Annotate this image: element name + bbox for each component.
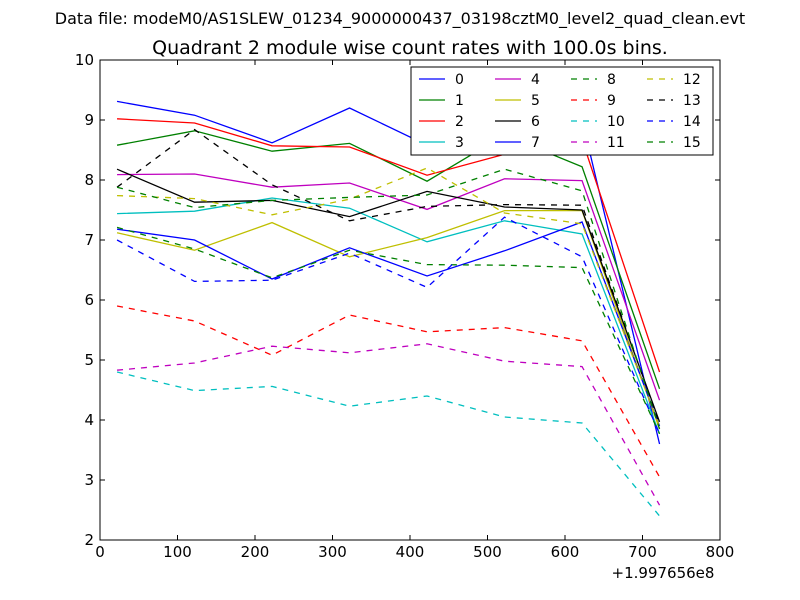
x-tick-label: 700 — [628, 543, 657, 561]
series-line-3 — [117, 197, 661, 435]
y-tick-label: 5 — [84, 351, 94, 369]
series-line-7 — [116, 221, 661, 427]
y-tick-label: 6 — [84, 291, 94, 309]
legend-label-5: 5 — [531, 93, 540, 109]
legend-label-7: 7 — [531, 135, 540, 151]
legend-label-14: 14 — [683, 114, 701, 130]
series-line-11 — [116, 343, 661, 506]
legend-label-10: 10 — [607, 114, 625, 130]
y-tick-label: 2 — [84, 531, 94, 549]
x-tick-label: 800 — [706, 543, 735, 561]
legend-label-1: 1 — [455, 93, 464, 109]
y-tick-label: 4 — [84, 411, 94, 429]
x-tick-label: 500 — [473, 543, 502, 561]
x-offset-label: +1.997656e8 — [612, 564, 715, 582]
series-line-12 — [117, 167, 661, 427]
legend-label-4: 4 — [531, 72, 540, 88]
series-line-6 — [116, 168, 661, 423]
x-tick-label: 0 — [95, 543, 105, 561]
series-line-1 — [116, 130, 661, 390]
series-line-4 — [117, 173, 661, 401]
legend-label-8: 8 — [607, 72, 616, 88]
x-tick-label: 300 — [318, 543, 347, 561]
series-line-15 — [116, 168, 661, 430]
legend-label-15: 15 — [683, 135, 701, 151]
legend-label-6: 6 — [531, 114, 540, 130]
legend-box — [410, 66, 714, 156]
series-line-14 — [116, 216, 661, 435]
series-line-13 — [116, 128, 661, 424]
series-line-9 — [116, 305, 661, 478]
y-tick-label: 10 — [75, 51, 94, 69]
legend-label-11: 11 — [607, 135, 625, 151]
legend-label-9: 9 — [607, 93, 616, 109]
x-tick-label: 100 — [163, 543, 192, 561]
series-line-8 — [116, 226, 661, 435]
plot-area — [116, 100, 661, 517]
series-line-2 — [117, 118, 661, 373]
y-tick-label: 8 — [84, 171, 94, 189]
legend-label-2: 2 — [455, 114, 464, 130]
x-tick-label: 200 — [241, 543, 270, 561]
x-tick-label: 400 — [396, 543, 425, 561]
y-tick-label: 7 — [84, 231, 94, 249]
legend-label-3: 3 — [455, 135, 464, 151]
x-tick-label: 600 — [551, 543, 580, 561]
series-line-5 — [116, 209, 661, 430]
legend-label-0: 0 — [455, 72, 464, 88]
y-tick-label: 3 — [84, 471, 94, 489]
legend-label-13: 13 — [683, 93, 701, 109]
chart-suptitle: Data file: modeM0/AS1SLEW_01234_90000004… — [55, 9, 745, 29]
series-line-10 — [116, 371, 661, 517]
legend-label-12: 12 — [683, 72, 701, 88]
chart-title: Quadrant 2 module wise count rates with … — [152, 37, 668, 59]
y-tick-label: 9 — [84, 111, 94, 129]
